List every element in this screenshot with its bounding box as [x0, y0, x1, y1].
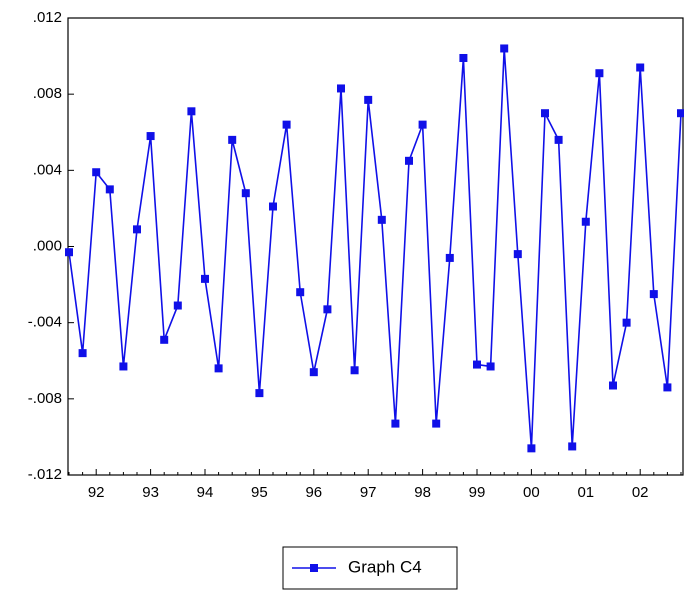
point-marker [391, 419, 400, 428]
point-marker [350, 366, 359, 375]
point-marker [405, 156, 413, 165]
point-marker [486, 362, 495, 371]
y-tick-label: -.008 [28, 390, 62, 407]
point-marker [309, 368, 318, 377]
point-marker [541, 109, 549, 118]
x-tick-label: 02 [632, 484, 649, 501]
point-marker [649, 290, 658, 299]
legend-marker [310, 564, 318, 572]
series-line [68, 48, 682, 449]
point-marker [269, 202, 277, 211]
point-marker [228, 135, 237, 144]
plot-frame [67, 17, 684, 476]
point-marker [296, 288, 305, 297]
point-marker [581, 217, 590, 226]
point-marker [459, 53, 468, 62]
x-tick-label: 97 [360, 484, 377, 501]
point-marker [323, 305, 332, 314]
point-marker [554, 135, 563, 144]
point-marker [92, 168, 101, 177]
point-marker [609, 381, 617, 390]
point-marker [241, 189, 250, 198]
point-marker [337, 84, 345, 93]
point-marker [636, 63, 645, 72]
x-tick-label: 98 [414, 484, 431, 501]
y-tick-label: .004 [33, 161, 62, 178]
point-marker [418, 120, 427, 129]
point-marker [78, 349, 87, 358]
x-tick-label: 01 [577, 484, 594, 501]
point-marker [527, 444, 536, 453]
y-tick-label: -.012 [28, 466, 62, 483]
point-marker [119, 362, 128, 371]
x-tick-label: 99 [469, 484, 486, 501]
x-tick-label: 92 [88, 484, 105, 501]
point-marker [173, 301, 182, 310]
point-marker [500, 44, 509, 53]
x-tick-label: 95 [251, 484, 268, 501]
y-tick-label: .008 [33, 85, 62, 102]
point-marker [445, 253, 454, 262]
point-marker [133, 225, 141, 234]
x-tick-label: 00 [523, 484, 540, 501]
y-tick-label: .012 [33, 9, 62, 26]
point-marker [595, 69, 604, 78]
y-tick-label: -.004 [28, 314, 62, 331]
point-marker [65, 248, 73, 257]
point-marker [513, 250, 522, 259]
x-tick-label: 93 [142, 484, 159, 501]
point-marker [105, 185, 114, 194]
point-marker [160, 335, 169, 344]
point-marker [146, 132, 155, 141]
point-marker [255, 389, 264, 398]
point-marker [568, 442, 577, 451]
point-marker [187, 107, 196, 116]
point-marker [364, 95, 373, 104]
point-marker [473, 360, 481, 369]
point-marker [677, 109, 684, 118]
point-marker [663, 383, 672, 392]
x-tick-label: 96 [305, 484, 322, 501]
point-marker [282, 120, 291, 129]
point-marker [214, 364, 223, 373]
legend-label: Graph C4 [348, 557, 422, 576]
point-marker [622, 318, 631, 327]
x-tick-label: 94 [197, 484, 214, 501]
point-marker [201, 274, 209, 283]
point-marker [377, 215, 386, 224]
point-marker [432, 419, 441, 428]
y-tick-label: .000 [33, 237, 62, 254]
